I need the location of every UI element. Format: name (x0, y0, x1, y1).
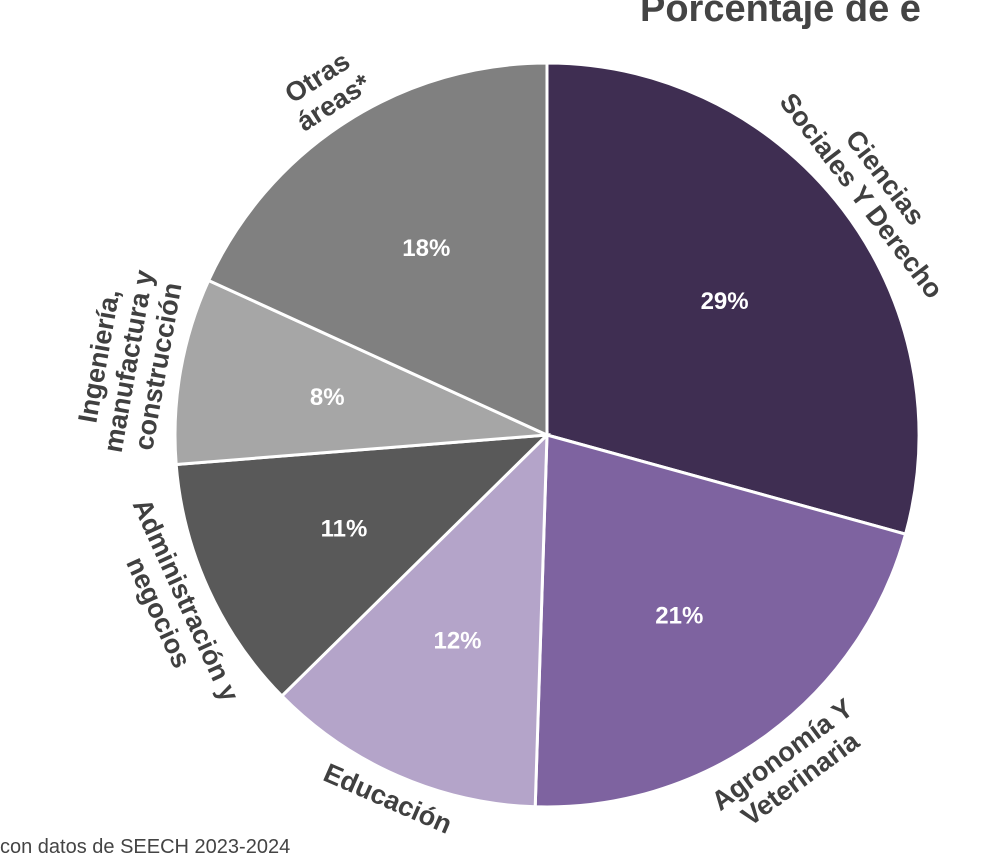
slice-administracion-y-negocios (174, 433, 551, 699)
value-label-otras-areas: 18% (402, 235, 450, 262)
value-label-ingenieria-manufactura-y-construccion: 8% (310, 384, 345, 411)
slice-ingenieria-manufactura-y-construccion (173, 278, 553, 467)
value-label-ciencias-sociales-y-derecho: 29% (701, 288, 749, 315)
category-label-ingenieria-manufactura-y-construccion: Ingeniería,manufactura yconstrucción (68, 262, 189, 459)
value-label-agronomia-y-veterinaria: 21% (655, 603, 703, 630)
pie-slices (173, 61, 921, 809)
slice-agronomia-y-veterinaria (533, 433, 908, 809)
value-label-educacion: 12% (433, 628, 481, 655)
slice-ciencias-sociales-y-derecho (545, 61, 921, 536)
value-labels: 29% 21% 12% 11% 8% 18% (310, 235, 749, 654)
value-label-administracion-y-negocios: 11% (321, 516, 368, 543)
slice-educacion (279, 431, 549, 809)
slice-otras-areas (206, 61, 549, 438)
chart-title: Porcentaje de e (640, 0, 921, 30)
source-note: con datos de SEECH 2023-2024 (0, 836, 291, 858)
